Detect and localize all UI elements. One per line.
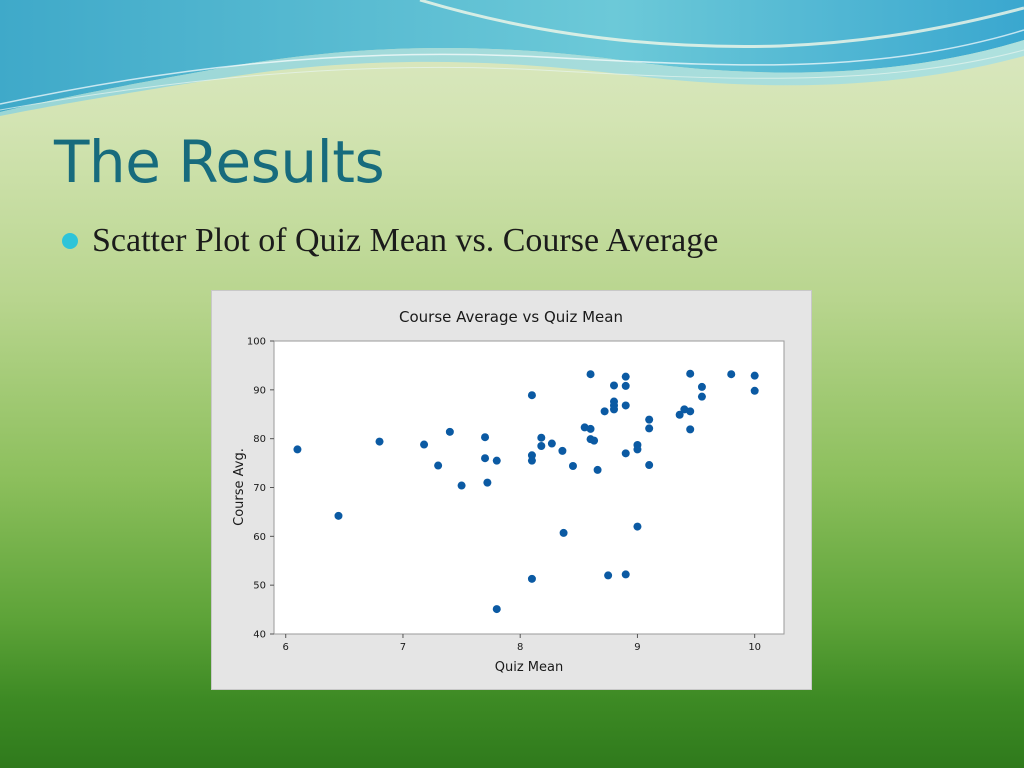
data-point (293, 445, 302, 454)
x-tick-label: 8 (517, 642, 523, 653)
data-point (527, 456, 536, 465)
data-point (334, 511, 343, 520)
data-point (750, 386, 759, 395)
data-point (633, 445, 642, 454)
data-point (537, 433, 546, 442)
data-point (586, 424, 595, 433)
data-point (697, 392, 706, 401)
data-point (375, 437, 384, 446)
data-point (420, 440, 429, 449)
data-point (697, 382, 706, 391)
y-tick-label: 50 (253, 581, 266, 592)
data-point (537, 441, 546, 450)
data-point (645, 461, 654, 470)
data-point (492, 605, 501, 614)
x-axis-label: Quiz Mean (495, 660, 563, 675)
bullet-item: Scatter Plot of Quiz Mean vs. Course Ave… (62, 222, 718, 260)
data-point (645, 424, 654, 433)
data-point (547, 439, 556, 448)
data-point (633, 522, 642, 531)
plot-area (273, 340, 785, 635)
data-point (593, 465, 602, 474)
data-point (621, 372, 630, 381)
x-tick-label: 6 (283, 642, 289, 653)
slide-title: The Results (54, 128, 385, 196)
data-point (686, 425, 695, 434)
data-point (610, 381, 618, 390)
data-point (492, 456, 501, 465)
data-point (457, 481, 466, 490)
data-point (645, 415, 654, 424)
data-point (621, 381, 630, 390)
data-point (586, 370, 595, 379)
y-tick-label: 70 (253, 483, 266, 494)
data-point (527, 574, 536, 583)
data-point (621, 570, 630, 579)
x-tick-label: 7 (400, 642, 406, 653)
data-point (750, 371, 759, 380)
data-point (610, 405, 618, 414)
data-point (445, 427, 454, 436)
data-point (590, 436, 599, 445)
y-tick-label: 80 (253, 434, 266, 445)
data-point (481, 454, 490, 463)
data-point (527, 391, 536, 400)
data-point (558, 446, 567, 455)
data-point (483, 478, 492, 487)
data-point (621, 449, 630, 458)
data-point (727, 370, 736, 379)
scatter-chart: Course Average vs Quiz Mean 6 7 8 9 10 40 50 60… (211, 290, 812, 690)
y-tick-label: 40 (253, 630, 266, 641)
data-point (686, 407, 695, 416)
data-point (559, 528, 568, 537)
data-point (568, 462, 577, 471)
y-axis-label: Course Avg. (232, 448, 247, 526)
header-wave-decoration (0, 0, 1024, 116)
y-tick-label: 90 (253, 385, 266, 396)
data-point (675, 410, 684, 419)
bullet-text: Scatter Plot of Quiz Mean vs. Course Ave… (92, 222, 719, 259)
chart-canvas: Course Average vs Quiz Mean 6 7 8 9 10 40 50 60… (232, 308, 785, 675)
data-point (604, 571, 613, 580)
data-point (600, 407, 609, 416)
data-point (621, 401, 630, 410)
data-point (686, 369, 695, 378)
y-tick-label: 60 (253, 532, 266, 543)
data-point (481, 433, 490, 442)
x-tick-label: 10 (748, 642, 761, 653)
y-tick-label: 100 (247, 337, 266, 348)
bullet-dot-icon (62, 233, 78, 249)
x-tick-label: 9 (634, 642, 640, 653)
data-point (434, 461, 443, 470)
chart-title: Course Average vs Quiz Mean (399, 308, 623, 326)
